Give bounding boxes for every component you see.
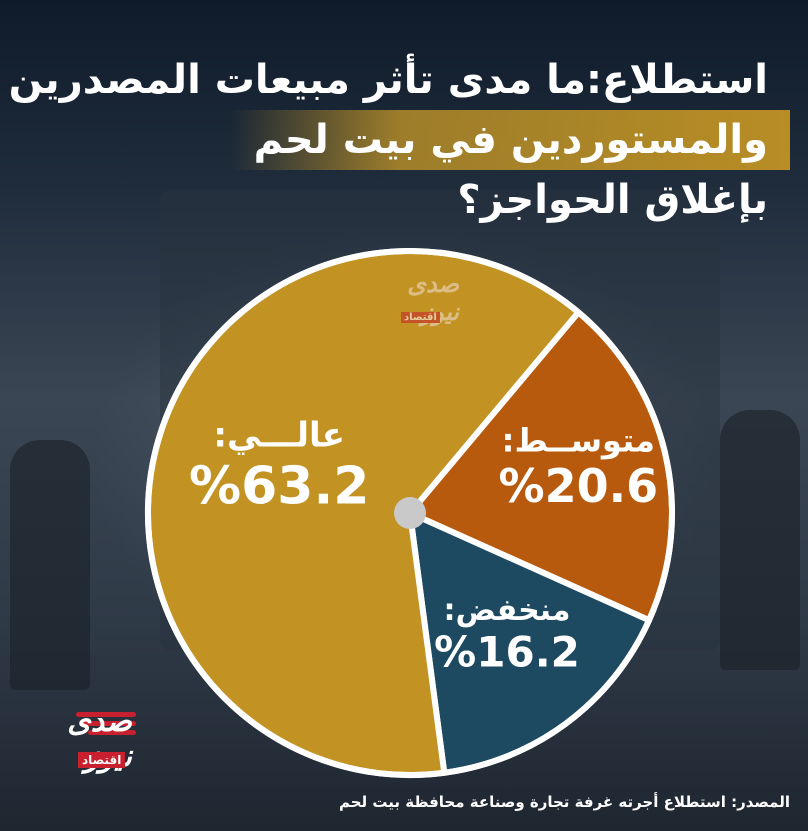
logo-stripe-icon <box>88 730 136 735</box>
brand-logo: صدى نيوز اقتصاد <box>30 702 140 774</box>
slice-label-low: منخفض: <box>444 593 571 628</box>
title-highlight-band <box>230 110 790 170</box>
background-soldier-left <box>10 440 90 690</box>
logo-section: اقتصاد <box>78 752 126 768</box>
watermark-logo-section: اقتصاد <box>401 312 440 323</box>
slice-value-medium: %20.6 <box>499 459 659 513</box>
source-note: المصدر: استطلاع أجرته غرفة تجارة وصناعة … <box>338 793 790 811</box>
slice-label-high: عالـــي: <box>213 415 345 455</box>
title-line-2: والمستوردين في بيت لحم <box>253 117 768 163</box>
slice-value-high: %63.2 <box>189 456 369 516</box>
logo-stripe-icon <box>76 712 136 717</box>
background-soldier-right <box>720 410 800 670</box>
title-line-1: استطلاع:ما مدى تأثر مبيعات المصدرين <box>8 57 768 103</box>
pie-outline <box>145 248 675 778</box>
logo-stripe-icon <box>82 721 136 726</box>
title-line-3: بإغلاق الحواجز؟ <box>457 177 768 223</box>
watermark-logo: صدى نيوز اقتصاد <box>365 270 465 330</box>
slice-label-medium: متوســط: <box>502 421 655 459</box>
pie-center-dot <box>394 497 426 529</box>
slice-value-low: %16.2 <box>434 627 580 676</box>
